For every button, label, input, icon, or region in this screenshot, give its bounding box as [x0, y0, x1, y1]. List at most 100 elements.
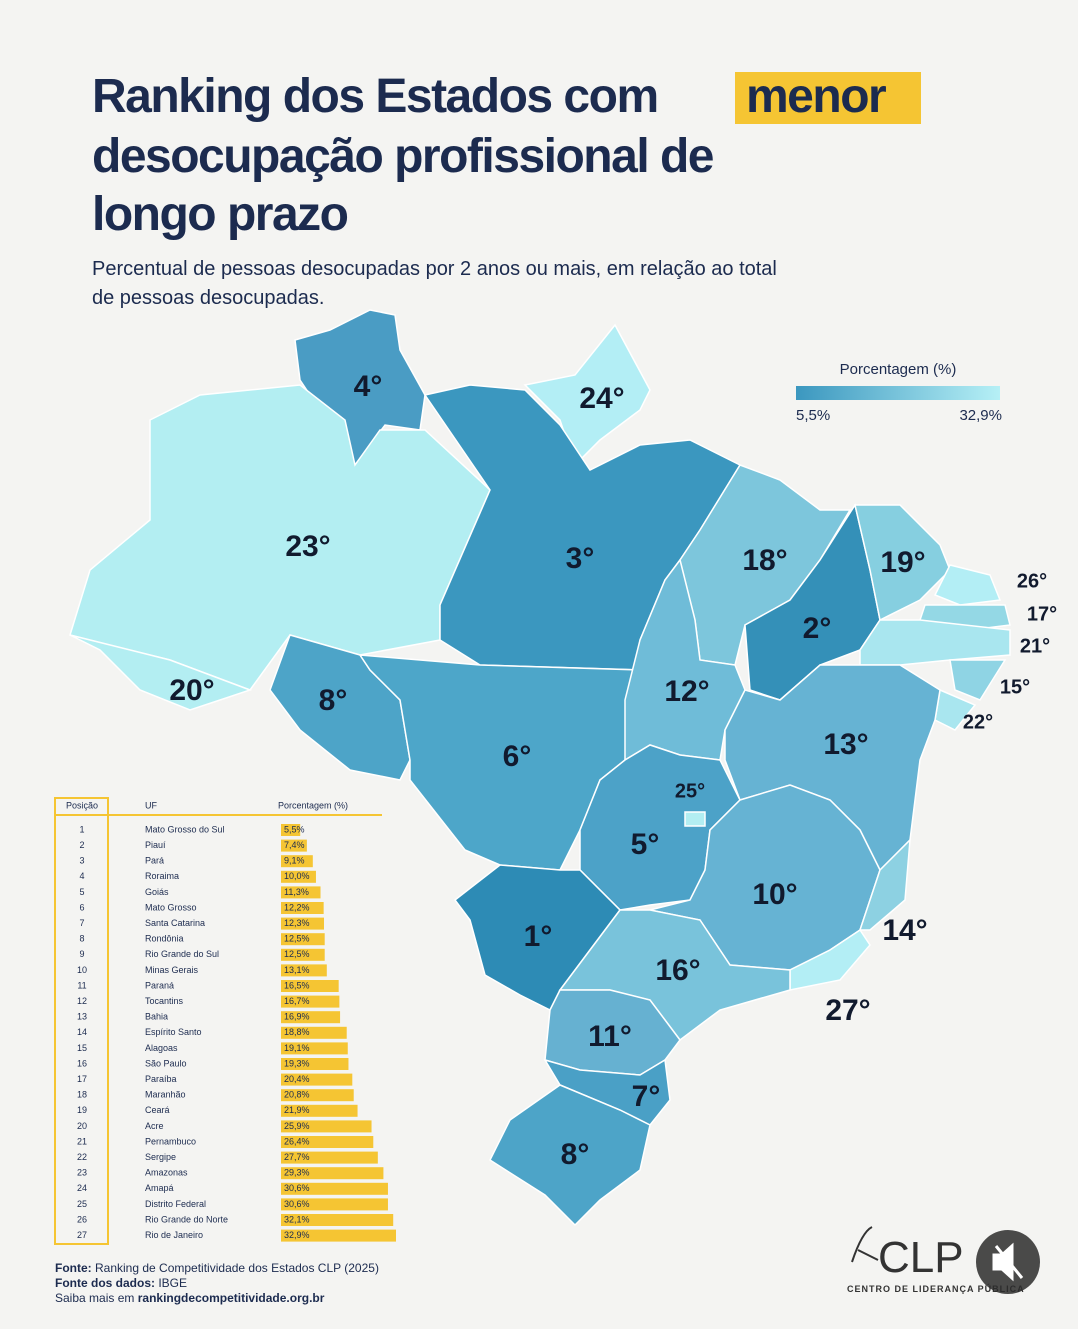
position: 19: [77, 1105, 87, 1115]
state-rank: 20°: [169, 674, 214, 707]
position: 11: [77, 980, 86, 990]
bar: [281, 1026, 347, 1039]
bar: [281, 1136, 374, 1148]
bar: [281, 855, 313, 868]
state-rank: 17°: [1027, 603, 1057, 625]
state-shape: [949, 659, 1007, 701]
bar: [281, 1042, 348, 1055]
value-label: 10,0%: [284, 871, 310, 881]
mute-icon: [992, 1242, 1024, 1282]
state-name: Paraíba: [145, 1074, 177, 1084]
position: 10: [77, 965, 87, 975]
position: 13: [77, 1012, 87, 1022]
title-line: desocupação profissional de: [92, 130, 714, 183]
footer-text: Ranking de Competitividade dos Estados C…: [95, 1261, 379, 1275]
footer-link: rankingdecompetitividade.org.br: [138, 1291, 325, 1305]
column-header: UF: [145, 800, 157, 810]
state-rank: 24°: [579, 382, 624, 415]
state-name: Pernambuco: [145, 1136, 196, 1146]
value-label: 27,7%: [284, 1152, 310, 1162]
bar: [281, 1214, 394, 1226]
state-name: Sergipe: [145, 1152, 176, 1162]
value-label: 19,1%: [284, 1043, 310, 1053]
state-rank: 13°: [823, 728, 868, 761]
highlight: [735, 72, 921, 124]
position: 26: [77, 1214, 87, 1224]
position: 6: [79, 902, 84, 912]
value-label: 16,7%: [284, 996, 310, 1006]
position: 15: [77, 1043, 87, 1053]
value-label: 18,8%: [284, 1027, 310, 1037]
state-rank: 21°: [1020, 635, 1050, 657]
state-rank: 16°: [655, 954, 700, 987]
state-name: Distrito Federal: [145, 1199, 206, 1209]
state-shape: [684, 811, 706, 827]
state-name: Rio Grande do Sul: [145, 949, 219, 959]
position: 24: [77, 1183, 87, 1193]
logo-icon: [851, 1226, 879, 1263]
position: 1: [79, 824, 84, 834]
position: 20: [77, 1121, 87, 1131]
legend-title: Porcentagem (%): [840, 361, 957, 378]
position: 9: [79, 949, 84, 959]
state-name: Mato Grosso: [145, 902, 197, 912]
bar: [281, 1089, 354, 1102]
position: 27: [77, 1230, 87, 1240]
footer-text: IBGE: [158, 1276, 187, 1290]
bar: [281, 1198, 388, 1211]
column-header: Posição: [66, 800, 98, 810]
state-name: Rio Grande do Norte: [145, 1214, 228, 1224]
state-rank: 11°: [588, 1020, 632, 1053]
state-shape: [933, 564, 1002, 606]
logo-name: CLP: [878, 1233, 964, 1282]
bar: [281, 917, 324, 930]
state-shape: [858, 838, 911, 931]
position: 3: [79, 856, 84, 866]
value-label: 30,6%: [284, 1183, 310, 1193]
title-highlight: menor: [746, 70, 886, 123]
state-rank: 18°: [742, 544, 787, 577]
state-name: Rio de Janeiro: [145, 1230, 203, 1240]
state-name: Alagoas: [145, 1043, 178, 1053]
subtitle: de pessoas desocupadas.: [92, 287, 324, 309]
state-rank: 5°: [631, 828, 660, 861]
bar: [281, 1167, 384, 1180]
position: 4: [79, 871, 84, 881]
state-rank: 27°: [825, 994, 870, 1027]
state-rank: 15°: [1000, 676, 1030, 698]
state-name: Pará: [145, 856, 164, 866]
bar: [281, 1120, 372, 1133]
subtitle: Percentual de pessoas desocupadas por 2 …: [92, 258, 777, 280]
value-label: 12,3%: [284, 918, 310, 928]
value-label: 32,9%: [284, 1230, 310, 1240]
value-label: 25,9%: [284, 1121, 310, 1131]
state-name: Bahia: [145, 1012, 168, 1022]
value-label: 29,3%: [284, 1168, 310, 1178]
position: 16: [77, 1058, 87, 1068]
legend-max: 32,9%: [959, 407, 1002, 424]
position: 12: [77, 996, 87, 1006]
bar: [281, 1104, 358, 1117]
state-rank: 25°: [675, 780, 705, 802]
bar: [281, 886, 321, 899]
state-shape: [854, 504, 951, 622]
state-name: Mato Grosso do Sul: [145, 824, 225, 834]
value-label: 19,3%: [284, 1058, 310, 1068]
position: 25: [77, 1199, 87, 1209]
bar: [281, 870, 316, 883]
position: 2: [79, 840, 84, 850]
value-label: 32,1%: [284, 1214, 310, 1224]
table: Posição UF Porcentagem (%) 1 Mato Grosso do …: [66, 800, 396, 1242]
state-name: Piauí: [145, 840, 166, 850]
state-rank: 10°: [752, 878, 797, 911]
position: 14: [77, 1027, 87, 1037]
state-rank: 2°: [803, 612, 832, 645]
legend-min: 5,5%: [796, 407, 830, 424]
value-label: 12,2%: [284, 902, 310, 912]
bar: [281, 1058, 349, 1070]
position: 17: [77, 1074, 87, 1084]
value-label: 26,4%: [284, 1136, 310, 1146]
value-label: 11,3%: [284, 887, 309, 897]
map: 4° 24°23° 3°20° 8°6°18°2°19°26°17°21°15°22°…: [69, 309, 1057, 1227]
table-position-box: [54, 797, 109, 1245]
